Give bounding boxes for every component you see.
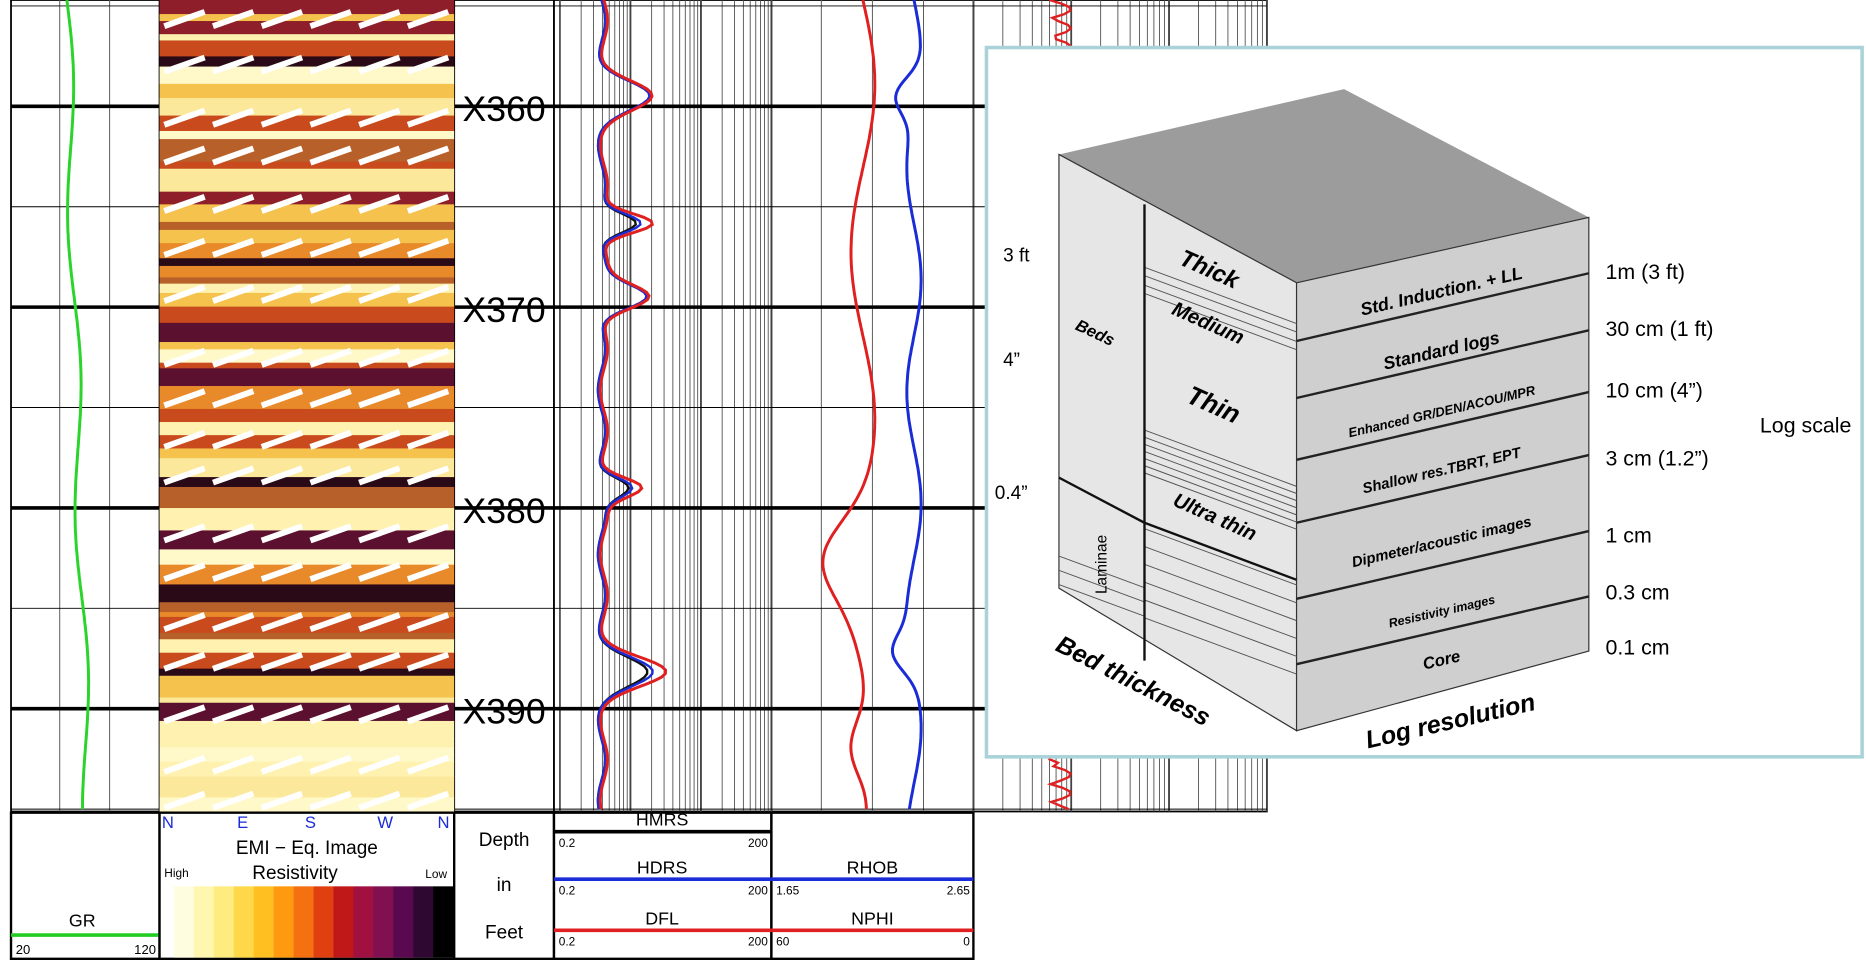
curve-name: NPHI <box>851 908 894 928</box>
color-swatch <box>413 886 433 957</box>
resolution-label: 30 cm (1 ft) <box>1605 317 1713 341</box>
image-band <box>160 277 455 284</box>
curve-name: RHOB <box>847 857 898 877</box>
color-swatch <box>234 886 254 957</box>
curve-max: 2.65 <box>947 884 971 898</box>
color-swatch <box>214 886 234 957</box>
image-band <box>160 633 455 640</box>
curve-min: 0.2 <box>559 836 576 850</box>
color-swatch <box>353 886 373 957</box>
image-band <box>160 738 455 748</box>
bed-scale: 0.4” <box>995 483 1028 504</box>
color-scale <box>174 886 454 957</box>
color-swatch <box>294 886 314 957</box>
color-swatch <box>254 886 274 957</box>
log-headers: GR 20 120 N E S W N EMI − Eq. Image Resi… <box>11 810 973 959</box>
curve-max: 200 <box>748 884 768 898</box>
curve-name: HMRS <box>636 810 689 830</box>
curve-min: 60 <box>776 935 790 949</box>
gr-name: GR <box>69 911 96 931</box>
image-band <box>160 169 455 193</box>
curve-min: 0.2 <box>559 884 576 898</box>
figure: X360 X370 X380 X390 GR 20 120 N E S W N EMI… <box>0 0 1866 960</box>
image-band <box>160 584 455 602</box>
curve-max: 200 <box>748 836 768 850</box>
depth-label: X360 <box>462 89 545 129</box>
bed-scale: 4” <box>1003 350 1020 371</box>
color-swatch <box>174 886 194 957</box>
porosity-header <box>771 813 973 959</box>
color-swatch <box>393 886 413 957</box>
image-band <box>160 747 455 756</box>
gr-min: 20 <box>16 942 31 957</box>
curve-name: DFL <box>645 908 679 928</box>
image-band <box>160 448 455 458</box>
resolution-diagram: 3 ft 4” 0.4” Beds Laminae Thick Medium T… <box>986 48 1862 757</box>
image-title: EMI − Eq. Image <box>236 838 378 859</box>
image-band <box>160 131 455 140</box>
scale-note: Log scale <box>1760 413 1852 437</box>
image-band <box>160 487 455 509</box>
image-band <box>160 40 455 57</box>
bed-group: Laminae <box>1093 535 1110 594</box>
gr-header <box>11 813 160 959</box>
curve-min: 1.65 <box>776 884 800 898</box>
color-swatch <box>373 886 393 957</box>
image-band <box>160 266 455 278</box>
curve-max: 0 <box>963 935 970 949</box>
bed-scale: 3 ft <box>1003 245 1030 266</box>
image-band <box>160 698 455 704</box>
resolution-label: 0.3 cm <box>1605 581 1669 605</box>
curve-max: 200 <box>748 935 768 949</box>
image-band <box>160 409 455 423</box>
color-swatch <box>333 886 353 957</box>
image-subtitle: Resistivity <box>252 863 338 884</box>
direction: N <box>162 813 174 832</box>
resolution-label: 1m (3 ft) <box>1605 260 1685 284</box>
image-band <box>160 307 455 324</box>
depth-label: X390 <box>462 692 545 732</box>
direction: E <box>237 813 248 832</box>
track <box>554 0 771 811</box>
resolution-label: 1 cm <box>1605 524 1651 548</box>
image-band <box>160 222 455 231</box>
depth-label: X380 <box>462 491 545 531</box>
gr-max: 120 <box>134 942 156 957</box>
color-swatch <box>314 886 334 957</box>
image-band <box>160 639 455 653</box>
color-swatch <box>433 886 453 957</box>
scale-low: Low <box>425 867 447 881</box>
image-band <box>160 323 455 343</box>
resolution-label: 0.1 cm <box>1605 635 1669 659</box>
curve-min: 0.2 <box>559 935 576 949</box>
image-band <box>160 602 455 612</box>
direction: W <box>377 813 393 832</box>
image-band <box>160 84 455 99</box>
depth-label: X370 <box>462 290 545 330</box>
image-band <box>160 34 455 41</box>
color-swatch <box>274 886 294 957</box>
depth-word: in <box>497 875 512 896</box>
depth-word: Depth <box>479 830 530 851</box>
track <box>11 0 160 811</box>
direction: S <box>305 813 316 832</box>
resolution-label: 3 cm (1.2”) <box>1605 446 1708 470</box>
color-swatch <box>194 886 214 957</box>
direction: N <box>437 813 449 832</box>
curve-name: HDRS <box>637 857 688 877</box>
resolution-label: 10 cm (4”) <box>1605 379 1702 403</box>
image-band <box>160 676 455 698</box>
scale-high: High <box>164 866 188 880</box>
resistivity-header <box>554 813 771 959</box>
depth-word: Feet <box>485 923 524 944</box>
image-band <box>160 368 455 386</box>
image-band <box>160 258 455 266</box>
